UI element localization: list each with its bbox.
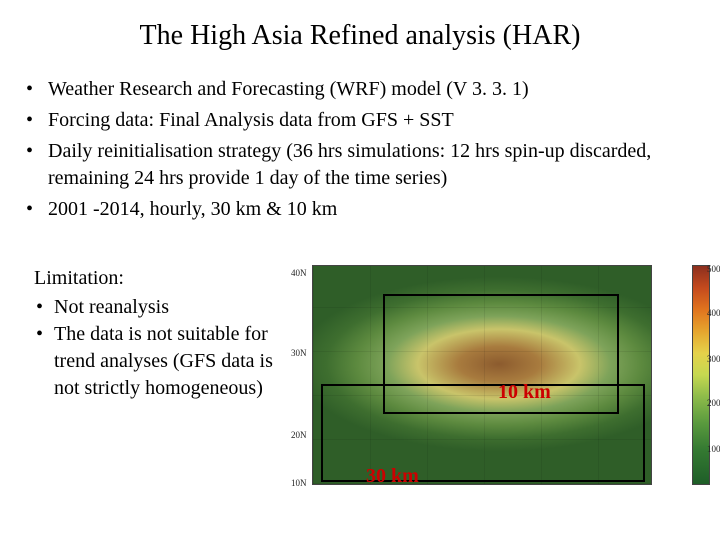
map-area: 40N 30N 20N 10N 30 km 10 km 5000 4000 30…: [312, 265, 710, 495]
lat-tick: 40N: [291, 268, 307, 278]
bullet-item: Forcing data: Final Analysis data from G…: [22, 107, 698, 134]
colorbar-tick: 2000: [707, 398, 720, 408]
bullet-item: Weather Research and Forecasting (WRF) m…: [22, 76, 698, 103]
limitation-item: The data is not suitable for trend analy…: [34, 321, 294, 402]
colorbar-tick: 1000: [707, 444, 720, 454]
slide-title: The High Asia Refined analysis (HAR): [0, 0, 720, 76]
limitation-item: Not reanalysis: [34, 294, 294, 321]
colorbar-tick: 5000: [707, 264, 720, 274]
limitation-heading: Limitation:: [34, 265, 294, 292]
lat-tick: 10N: [291, 478, 307, 488]
colorbar-tick: 3000: [707, 354, 720, 364]
terrain-map: 40N 30N 20N 10N: [312, 265, 652, 485]
domain-10km-label: 10 km: [498, 381, 551, 404]
limitation-block: Limitation: Not reanalysis The data is n…: [34, 265, 294, 402]
lat-tick: 20N: [291, 430, 307, 440]
domain-30km-label: 30 km: [366, 465, 419, 488]
lat-tick: 30N: [291, 348, 307, 358]
bullet-item: Daily reinitialisation strategy (36 hrs …: [22, 138, 698, 192]
elevation-colorbar: 5000 4000 3000 2000 1000: [692, 265, 710, 485]
bullet-item: 2001 -2014, hourly, 30 km & 10 km: [22, 196, 698, 223]
lower-section: Limitation: Not reanalysis The data is n…: [0, 265, 720, 495]
main-bullet-list: Weather Research and Forecasting (WRF) m…: [0, 76, 720, 223]
colorbar-tick: 4000: [707, 308, 720, 318]
